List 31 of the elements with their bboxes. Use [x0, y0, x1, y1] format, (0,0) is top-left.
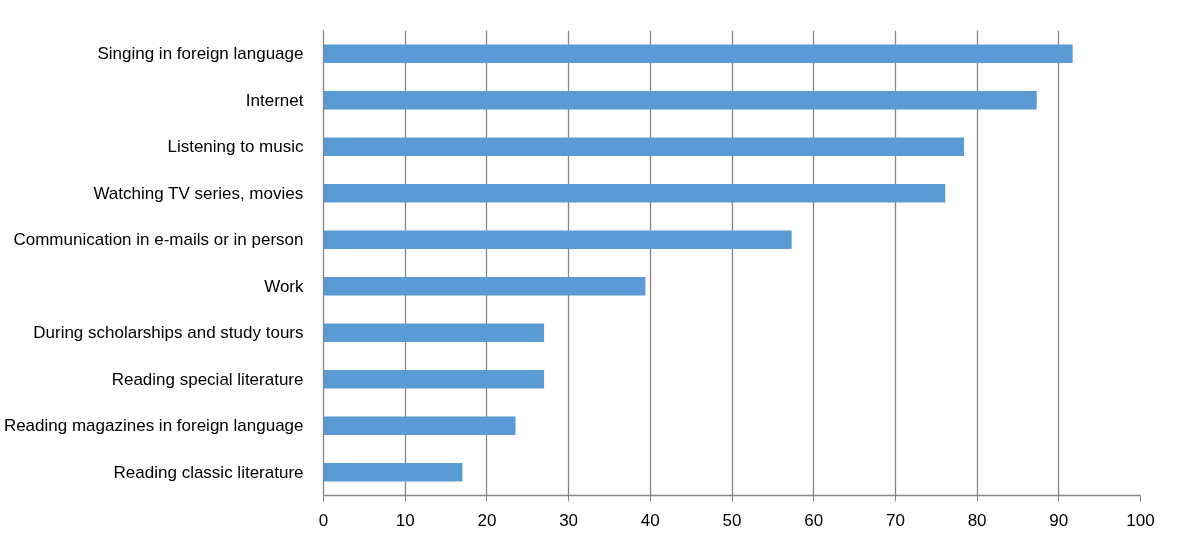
bar	[323, 44, 1073, 64]
y-tick-label: Reading special literature	[111, 369, 304, 389]
x-tick-label: 80	[967, 510, 987, 530]
bar	[323, 183, 946, 203]
x-tick-label: 40	[640, 510, 660, 530]
y-tick-label: Internet	[245, 90, 304, 110]
x-tick-label: 50	[722, 510, 742, 530]
y-tick-label: Listening to music	[167, 137, 304, 157]
bar	[323, 416, 516, 436]
y-tick-label: Singing in foreign language	[97, 44, 304, 64]
bar	[323, 323, 545, 343]
bar	[323, 90, 1037, 110]
y-tick-label: Reading magazines in foreign language	[3, 416, 304, 436]
x-tick-label: 70	[885, 510, 905, 530]
bar	[323, 230, 792, 250]
y-tick-label: Work	[264, 276, 304, 296]
bar	[323, 137, 965, 157]
x-tick-label: 100	[1126, 510, 1155, 530]
x-tick-label: 10	[395, 510, 415, 530]
x-tick-label: 30	[559, 510, 579, 530]
y-tick-label: Reading classic literature	[113, 462, 304, 482]
bar	[323, 276, 646, 296]
x-tick-label: 0	[318, 510, 329, 530]
y-tick-label: Communication in e-mails or in person	[13, 230, 304, 250]
x-tick-label: 90	[1049, 510, 1069, 530]
bar	[323, 369, 545, 389]
x-tick-label: 60	[804, 510, 824, 530]
y-tick-label: Watching TV series, movies	[93, 183, 304, 203]
x-tick-label: 20	[477, 510, 497, 530]
y-tick-label: During scholarships and study tours	[33, 323, 304, 343]
bar	[323, 462, 463, 482]
